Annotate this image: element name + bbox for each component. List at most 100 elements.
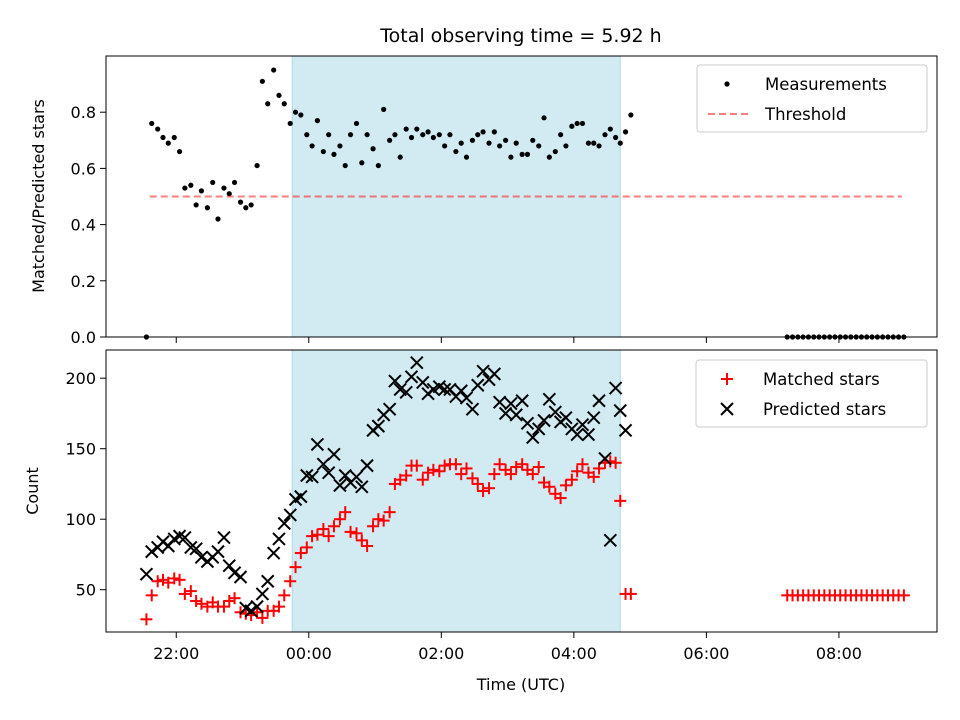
matched-star-point [317,523,330,536]
top-y-tick-label: 0.0 [71,328,96,347]
predicted-star-point [382,402,397,416]
legend-measurements-marker [724,81,730,87]
measurement-point [155,126,161,132]
measurement-point [254,162,260,169]
matched-star-point [455,468,468,481]
top-y-tick-label: 0.4 [71,216,96,235]
matched-star-point [504,468,517,481]
measurement-point [204,205,210,211]
measurement-point [436,132,442,138]
top-y-axis-label: Matched/Predicted stars [29,99,48,293]
measurement-point [486,140,492,146]
matched-star-point [565,473,578,486]
predicted-star-point [145,544,159,559]
bottom-x-axis: 22:00 00:00 02:00 04:00 06:00 08:00 [153,632,862,663]
matched-star-point [422,466,435,479]
legend-predicted-label: Predicted stars [763,400,886,419]
matched-star-point [587,470,600,483]
measurement-point [541,115,547,121]
measurement-point [628,112,634,118]
measurement-point [364,132,370,138]
matched-star-point [173,573,186,586]
matched-star-point [559,479,572,492]
measurement-point [508,154,514,160]
matched-star-point [624,587,637,600]
matched-star-point [516,458,529,471]
measurement-point [513,140,519,146]
measurement-point [480,129,486,135]
measurement-point [596,143,602,149]
measurement-point [314,118,320,124]
predicted-star-point [559,410,573,425]
predicted-star-point [277,516,291,531]
predicted-star-point [487,367,502,381]
measurement-point [387,137,393,143]
predicted-star-point [587,410,601,425]
measurement-point [463,154,470,160]
measurement-point [536,143,542,149]
predicted-star-point [355,480,369,494]
matched-star-point [350,527,363,540]
predicted-star-point [283,508,297,522]
measurement-point [524,151,531,157]
legend-matched-label: Matched stars [763,370,880,389]
predicted-star-point [492,395,507,409]
measurement-point [281,101,287,107]
bottom-observing-interval-shade [291,349,621,633]
bottom-y-tick-label: 50 [76,581,96,600]
measurement-point [265,101,271,107]
matched-star-point [217,600,230,613]
predicted-star-point [498,406,513,421]
x-tick-label: 04:00 [551,644,597,663]
measurement-point [342,162,348,169]
measurement-point [475,132,481,138]
measurement-point [231,179,238,186]
matched-star-point [571,465,584,478]
matched-star-point [609,456,622,469]
matched-star-point [471,477,484,490]
matched-star-point [156,573,169,586]
matched-star-point [140,613,153,626]
matched-star-point [184,585,197,598]
measurement-point [215,216,221,222]
measurement-point [287,120,293,127]
predicted-star-point [294,489,308,504]
matched-star-point [168,572,181,585]
bottom-legend-box [695,359,928,428]
measurement-point [193,202,199,208]
measurement-point [188,182,194,188]
bottom-legend: Matched stars Predicted stars [695,359,928,428]
predicted-star-point [509,408,523,422]
measurement-point [414,126,420,132]
measurement-point [430,134,436,141]
measurement-point [292,109,299,115]
predicted-star-point [575,418,590,432]
matched-star-point [355,534,368,547]
measurement-point [458,140,464,146]
matched-star-point [526,468,539,481]
measurement-point [574,120,580,127]
measurement-point [165,140,171,146]
matched-star-point [294,547,307,560]
measurement-point [442,143,448,149]
measurement-point [171,134,177,141]
measurement-point [226,191,232,197]
measurement-point [309,143,315,149]
predicted-star-point [316,457,331,471]
measurement-point [375,162,381,169]
measurement-point [198,188,205,194]
predicted-star-point [410,355,424,370]
measurement-point [271,67,277,73]
matched-star-point [416,473,429,486]
predicted-star-point [537,413,551,428]
top-x-ticks [175,337,840,343]
measurement-point [347,132,354,138]
matched-star-point [333,513,346,526]
measurement-point [210,179,216,186]
matched-star-point [483,482,496,495]
measurement-point [381,106,387,112]
predicted-star-point [360,458,374,473]
x-axis-label: Time (UTC) [476,675,565,694]
measurement-point [403,126,409,132]
measurement-point [326,132,332,138]
